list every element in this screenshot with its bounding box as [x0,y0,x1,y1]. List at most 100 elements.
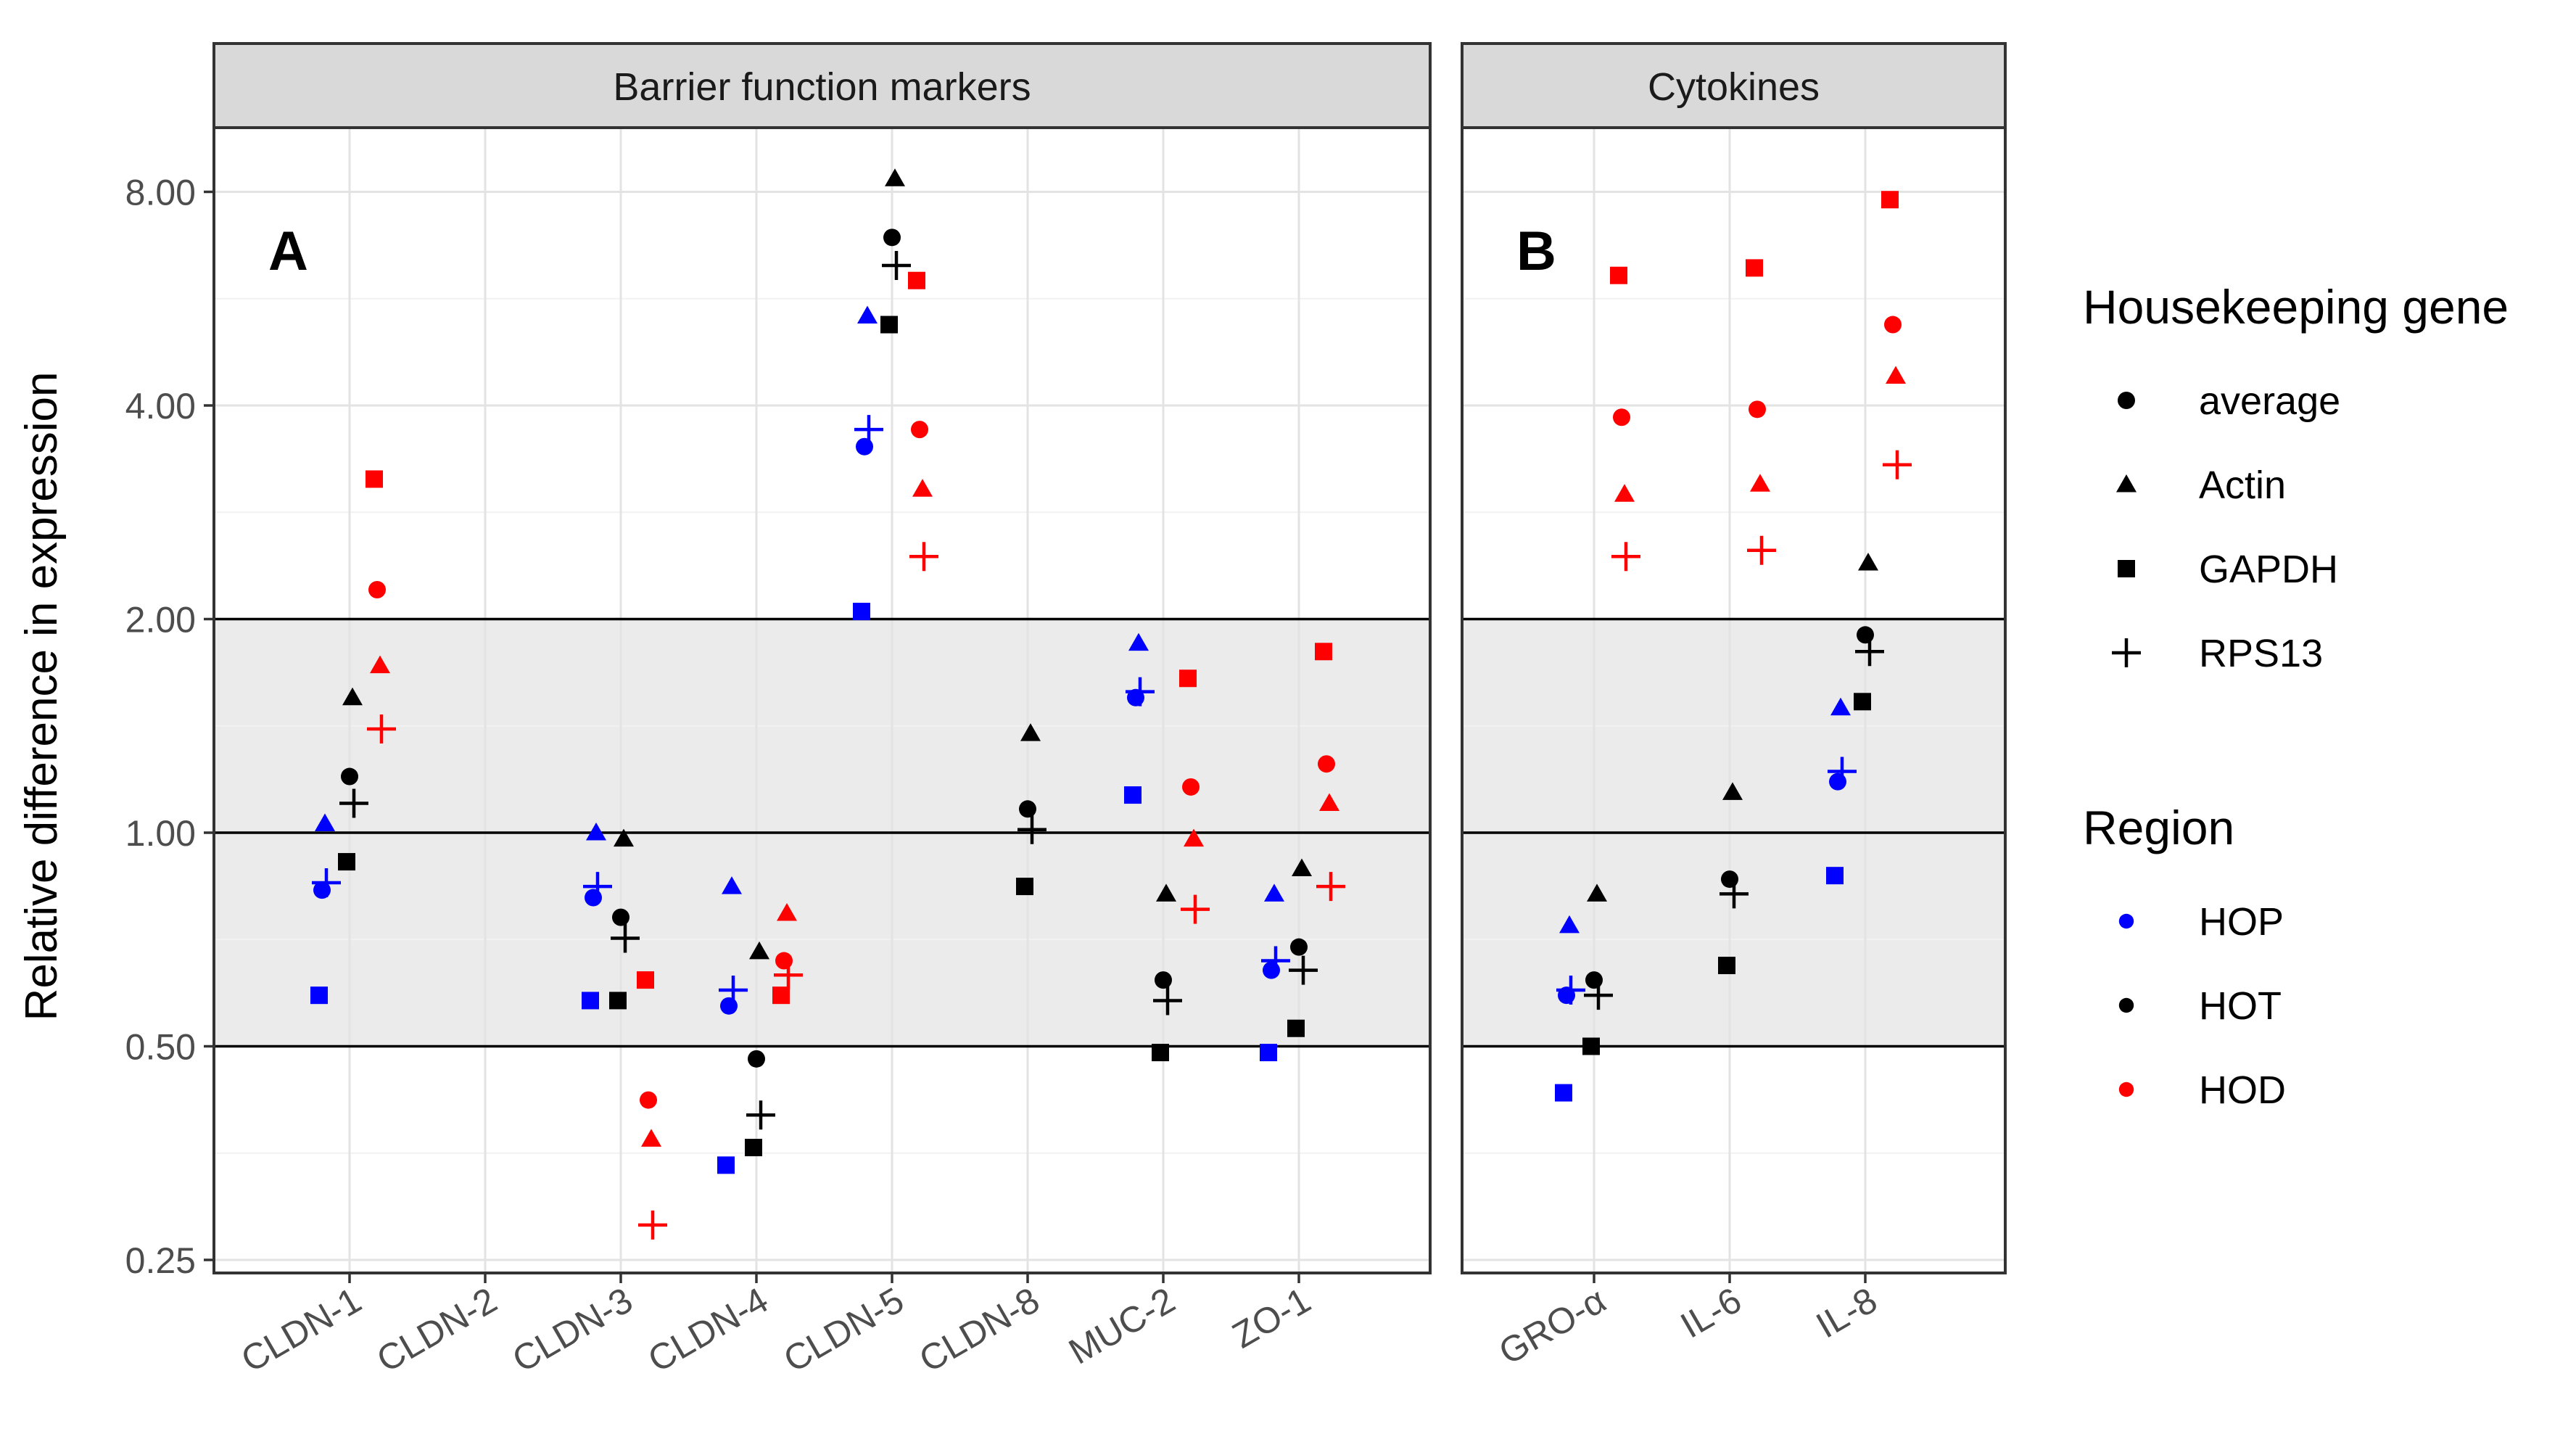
data-point-cldn-1-hop-gapdh [310,986,328,1005]
data-point-cldn-4-hot-rps13 [746,1100,775,1130]
data-point-cldn-8-hot-gapdh [1016,878,1033,896]
data-point-cldn-4-hop-actin [722,876,742,894]
data-point-cldn-5-hop-average [856,437,873,456]
data-point-cldn-3-hop-average [585,889,602,907]
data-point-muc-2-hop-rps13 [1126,677,1155,706]
x-tick-label: IL-8 [1809,1280,1884,1346]
data-point-muc-2-hod-actin [1184,828,1204,847]
panel-label: B [1516,221,1556,282]
legend: Housekeeping gene average Actin GAPDH RPS13 R… [2083,280,2509,1112]
data-point-cldn-1-hot-actin [342,687,363,706]
data-point-cldn-4-hot-actin [749,941,769,960]
legend-key-actin [2116,474,2137,493]
x-tick-label: CLDN-5 [777,1280,910,1380]
data-point-cldn-3-hop-rps13 [583,872,612,902]
data-point-zo-1-hop-rps13 [1261,946,1290,976]
data-point-muc-2-hot-actin [1156,883,1176,902]
data-point-cldn-4-hot-average [748,1050,765,1068]
data-point-cldn-1-hot-gapdh [338,853,355,871]
data-point-zo-1-hop-actin [1264,883,1284,902]
legend-region: Region HOP HOT HOD [2083,801,2286,1112]
legend-key-hop [2118,913,2134,929]
y-tick-label: 4.00 [125,386,196,427]
panel-border [212,126,1432,1274]
data-point-muc-2-hod-average [1182,778,1200,796]
data-point-cldn-5-hod-rps13 [909,542,938,572]
data-point-cldn-1-hod-rps13 [367,714,396,744]
data-point-gro-α-hot-average [1585,971,1603,989]
data-point-il-8-hop-rps13 [1828,757,1857,786]
data-point-cldn-1-hot-rps13 [339,788,368,818]
data-point-il-8-hot-actin [1858,553,1878,571]
strip-title: Cytokines [1648,65,1820,109]
data-point-cldn-1-hop-actin [315,813,335,831]
panel-b: Cytokines B GRO-α IL-6 IL-8 [1461,42,2007,1372]
data-point-zo-1-hod-rps13 [1316,872,1345,902]
data-point-il-6-hod-rps13 [1747,535,1776,565]
data-point-il-6-hod-average [1749,400,1766,419]
legend-label: Actin [2199,463,2286,507]
data-point-zo-1-hop-average [1263,961,1280,979]
legend-label: HOP [2199,900,2284,944]
data-point-cldn-4-hod-average [775,952,793,970]
data-point-gro-α-hod-actin [1614,484,1635,502]
data-point-cldn-5-hop-actin [857,305,878,324]
data-point-cldn-5-hot-average [883,228,901,247]
y-tick-label: 0.50 [125,1027,196,1068]
legend-label: average [2199,379,2340,423]
data-point-muc-2-hop-gapdh [1124,786,1142,804]
legend-key-hod [2118,1081,2134,1097]
data-point-muc-2-hop-actin [1128,632,1149,651]
data-point-gro-α-hop-rps13 [1556,976,1585,1005]
data-point-gro-α-hot-actin [1587,883,1607,902]
x-tick-label: IL-6 [1674,1280,1749,1346]
data-point-cldn-3-hop-actin [586,823,606,841]
data-point-il-8-hot-gapdh [1854,693,1871,711]
data-point-zo-1-hod-average [1318,755,1335,773]
panel-label: A [268,221,308,282]
data-point-cldn-4-hop-average [720,997,738,1015]
legend-label: GAPDH [2199,548,2338,591]
data-point-il-8-hop-gapdh [1826,867,1844,885]
strip [212,42,1432,129]
legend-key-gapdh [2118,560,2135,577]
data-point-cldn-1-hod-actin [370,655,390,674]
x-tick-label: CLDN-3 [505,1280,639,1380]
data-point-cldn-5-hop-rps13 [854,415,883,445]
legend-key-rps13 [2112,638,2141,667]
y-axis-label: Relative difference in expression [17,372,67,1021]
legend-key-average [2118,392,2135,409]
data-point-gro-α-hop-actin [1559,915,1580,934]
data-point-muc-2-hot-rps13 [1153,986,1182,1015]
data-point-cldn-5-hot-gapdh [880,316,898,334]
data-point-muc-2-hot-gapdh [1152,1044,1169,1062]
data-point-cldn-8-hot-rps13 [1017,815,1046,844]
data-point-muc-2-hot-average [1155,971,1172,989]
y-tick-label: 8.00 [125,173,196,213]
data-point-cldn-3-hot-actin [614,828,634,847]
x-tick-label: CLDN-8 [912,1280,1046,1380]
data-point-il-8-hod-actin [1886,366,1906,384]
data-point-cldn-4-hod-rps13 [774,960,803,990]
data-point-il-8-hod-rps13 [1883,450,1912,479]
x-tick-label: CLDN-4 [641,1280,775,1380]
data-point-cldn-1-hod-average [368,581,386,599]
data-point-cldn-4-hop-gapdh [717,1156,735,1174]
legend-key-hot [2118,997,2134,1013]
x-tick-label: ZO-1 [1226,1280,1318,1356]
data-point-zo-1-hod-actin [1319,793,1339,812]
data-point-gro-α-hot-rps13 [1584,981,1613,1010]
legend-label: HOT [2199,984,2282,1028]
legend-label: RPS13 [2199,632,2323,675]
data-point-il-8-hod-gapdh [1881,191,1899,209]
data-point-il-6-hod-gapdh [1746,259,1763,277]
data-point-il-6-hot-actin [1722,782,1743,800]
data-point-gro-α-hot-gapdh [1582,1037,1600,1055]
data-point-il-8-hop-average [1829,772,1846,791]
x-tick-label: CLDN-2 [370,1280,503,1380]
strip [1461,42,2007,129]
data-point-cldn-1-hot-average [341,767,358,786]
data-point-cldn-5-hot-actin [885,168,905,186]
